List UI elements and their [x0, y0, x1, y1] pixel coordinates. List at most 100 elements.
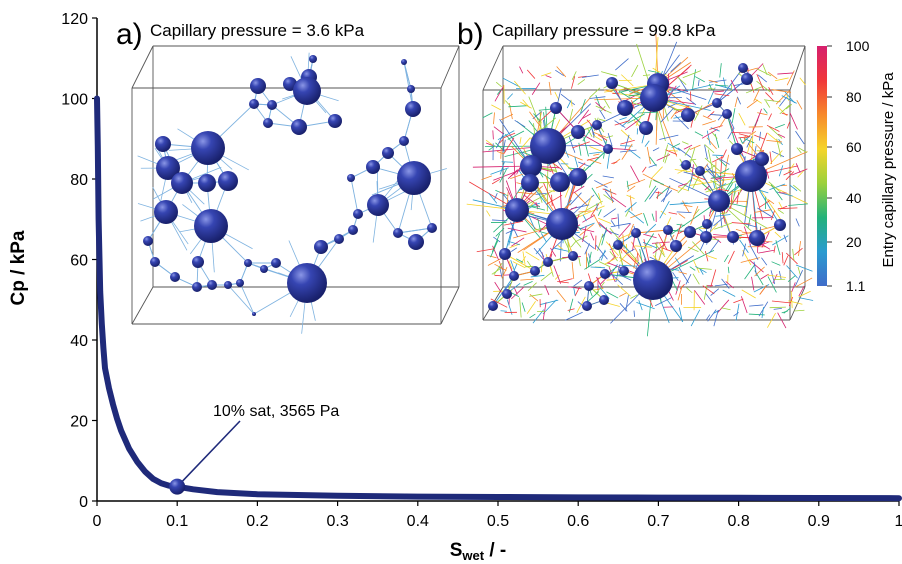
- pore-throat: [730, 190, 733, 209]
- pore-throat: [589, 146, 603, 153]
- pore-throat: [577, 79, 586, 85]
- pore-throat: [711, 175, 726, 179]
- pore-throat: [570, 241, 577, 248]
- pore-throat: [481, 175, 492, 180]
- pore-throat: [591, 187, 601, 201]
- pore-throat: [644, 185, 657, 203]
- pore-throat: [626, 194, 635, 199]
- pore-sphere: [755, 152, 769, 166]
- pore-throat: [545, 194, 563, 205]
- pore-throat: [578, 210, 591, 213]
- pore-throat: [667, 102, 678, 108]
- pore-throat: [649, 179, 652, 188]
- pore-throat: [606, 291, 619, 299]
- pore-throat: [795, 218, 800, 227]
- pore-throat: [593, 153, 600, 156]
- pore-throat: [672, 272, 679, 281]
- pore-throat: [746, 138, 752, 154]
- pore-throat: [799, 77, 806, 86]
- pore-throat: [554, 247, 569, 252]
- pore-sphere: [267, 100, 277, 110]
- pore-throat: [578, 161, 591, 168]
- pore-throat: [690, 91, 692, 102]
- pore-sphere: [639, 121, 653, 135]
- pore-throat: [777, 312, 787, 329]
- pore-throat: [625, 248, 635, 254]
- pore-sphere: [224, 281, 232, 289]
- pore-sphere: [569, 168, 587, 186]
- x-tick-label: 0.8: [727, 513, 749, 530]
- pore-sphere: [271, 258, 281, 268]
- pore-throat: [505, 229, 515, 234]
- pore-throat: [706, 164, 716, 178]
- pore-throat: [628, 210, 645, 224]
- pore-sphere: [250, 78, 266, 94]
- pore-throat: [610, 220, 616, 227]
- pore-throat: [684, 147, 691, 156]
- pore-throat: [768, 87, 774, 95]
- pore-throat: [666, 85, 677, 101]
- annotation-text: 10% sat, 3565 Pa: [213, 403, 339, 420]
- pore-throat: [569, 108, 574, 121]
- pore-sphere: [708, 190, 730, 212]
- pore-throat: [611, 196, 627, 208]
- pore-throat: [792, 248, 795, 261]
- pore-throat: [617, 284, 631, 297]
- pore-throat: [555, 69, 565, 77]
- y-tick-label: 120: [61, 11, 88, 28]
- pore-throat: [759, 131, 761, 141]
- pore-throat: [619, 264, 636, 267]
- pore-throat: [598, 134, 608, 141]
- colorbar-tick-label: 20: [846, 234, 862, 250]
- pore-sphere: [749, 230, 765, 246]
- pore-throat: [627, 113, 645, 124]
- pore-throat: [714, 222, 733, 230]
- colorbar-label: Entry capillary pressure / kPa: [880, 72, 897, 268]
- pore-throat: [785, 104, 793, 110]
- pore-throat: [754, 266, 765, 277]
- pore-throat: [694, 131, 704, 137]
- pore-throat: [735, 229, 743, 232]
- pore-throat: [526, 69, 536, 79]
- pore-sphere: [568, 251, 578, 261]
- pore-throat: [589, 289, 593, 297]
- pore-throat: [582, 113, 592, 119]
- pore-throat: [637, 253, 639, 262]
- pore-throat: [544, 174, 551, 189]
- pore-throat: [540, 271, 553, 282]
- y-tick-label: 80: [70, 172, 88, 189]
- pore-throat: [645, 223, 657, 235]
- pore-sphere: [309, 55, 317, 63]
- pore-throat: [767, 312, 776, 328]
- pore-throat: [716, 67, 744, 104]
- pore-throat: [706, 130, 711, 146]
- pore-throat: [526, 301, 536, 314]
- pore-throat: [725, 281, 734, 289]
- pore-sphere: [393, 228, 403, 238]
- pore-throat: [770, 210, 775, 221]
- pore-throat: [540, 117, 557, 131]
- pore-sphere: [505, 198, 529, 222]
- pore-throat: [779, 96, 787, 107]
- pore-throat: [618, 90, 631, 99]
- pore-throat: [531, 82, 541, 95]
- pore-throat: [704, 144, 715, 154]
- pore-throat: [656, 154, 671, 161]
- pore-throat: [533, 247, 544, 260]
- pore-throat: [686, 287, 693, 294]
- pore-throat: [587, 251, 592, 268]
- pore-sphere: [550, 172, 570, 192]
- pore-throat: [678, 213, 686, 219]
- pore-throat: [551, 239, 564, 251]
- pore-throat: [789, 184, 798, 192]
- pore-throat: [677, 147, 692, 158]
- colorbar: 100 80 60 40 20 1.1 Entry capillary pressure …: [817, 38, 897, 294]
- pore-throat: [557, 244, 563, 250]
- pore-sphere: [681, 108, 695, 122]
- pore-throat: [786, 94, 789, 101]
- pore-throat: [620, 139, 635, 145]
- pore-throat: [736, 191, 740, 205]
- pore-throat: [527, 211, 536, 230]
- pore-sphere: [695, 166, 705, 176]
